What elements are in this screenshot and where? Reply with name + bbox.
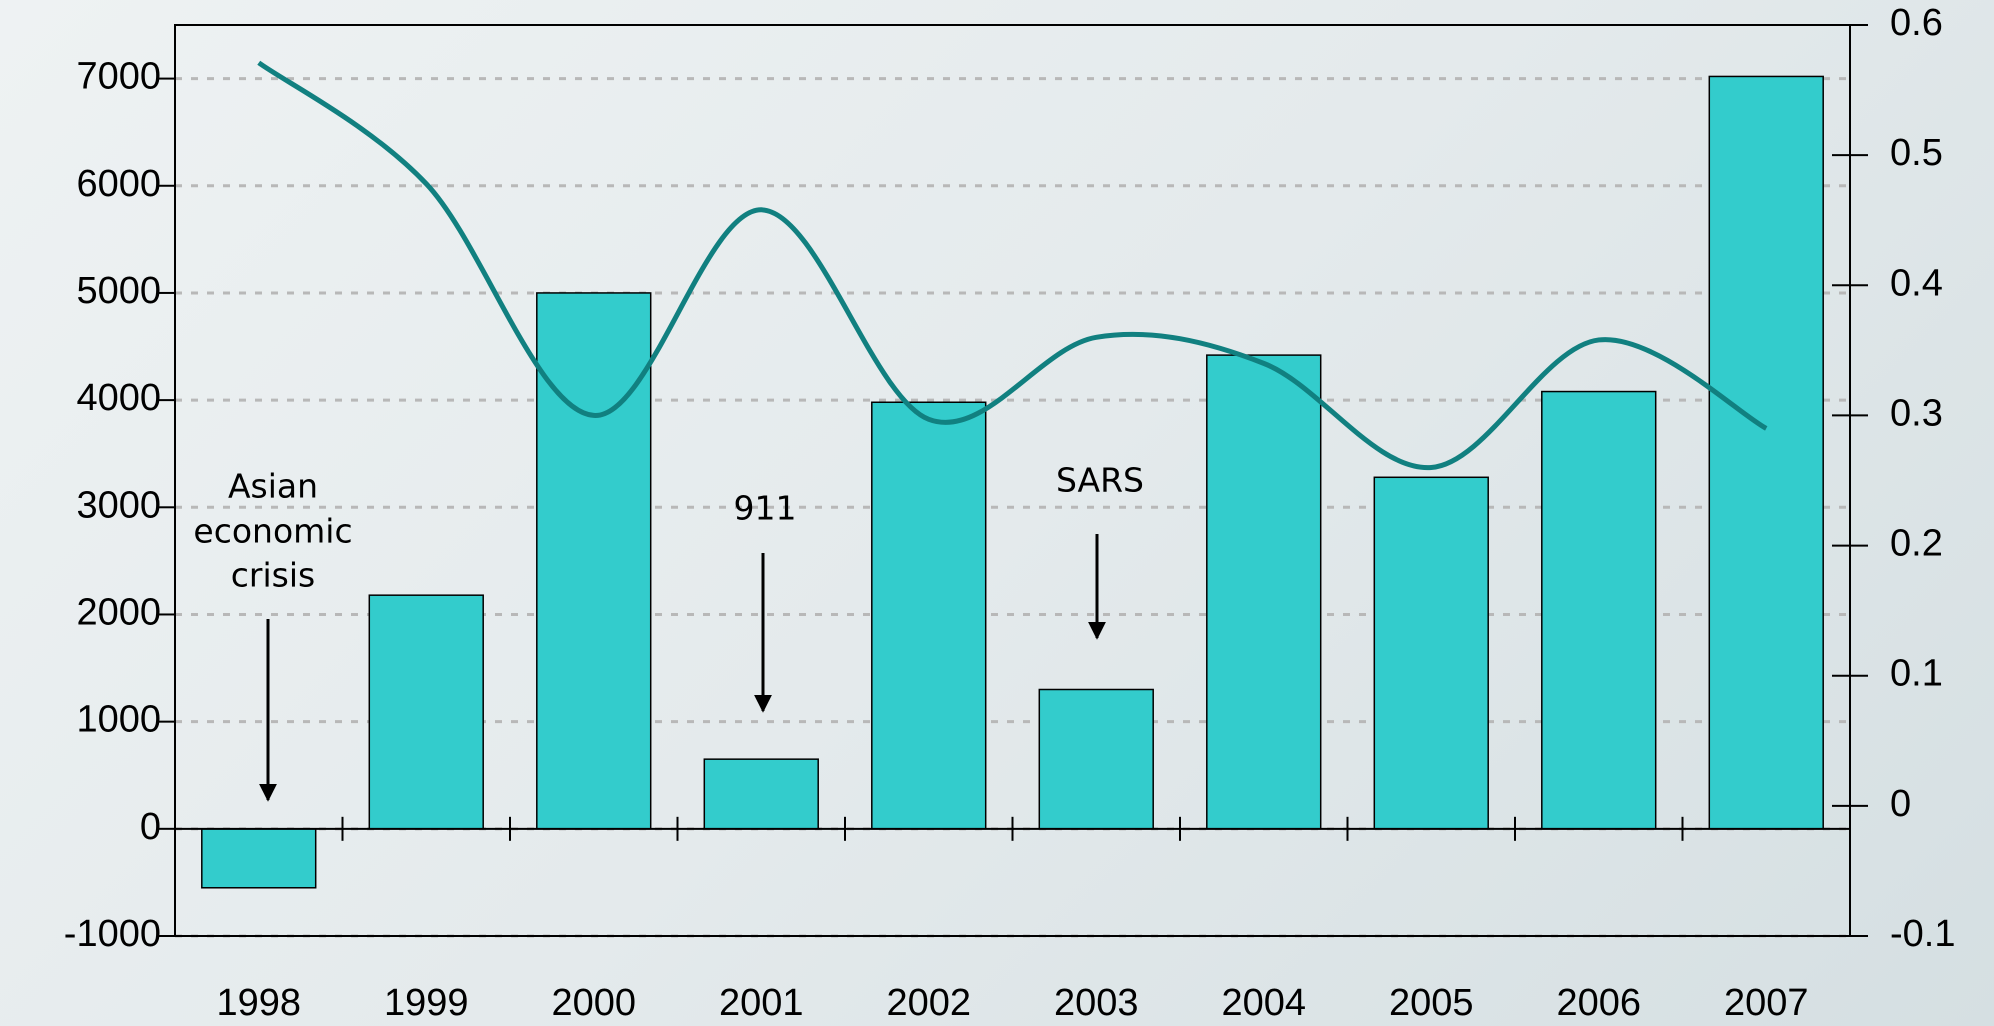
x-tick-label: 2004: [1221, 982, 1306, 1024]
bar: [703, 758, 819, 830]
y2-tick-label: 0.3: [1890, 392, 1943, 434]
bar: [1373, 476, 1489, 830]
y-tick-label: 0: [140, 806, 161, 848]
line: [257, 60, 1768, 470]
x-tick-label: 2003: [1054, 982, 1139, 1024]
y-tick-label: 5000: [76, 270, 161, 312]
bar: [536, 292, 652, 830]
y-tick-label: 3000: [76, 484, 161, 526]
annotation: SARS: [1056, 461, 1144, 500]
y-tick-label: 4000: [76, 377, 161, 419]
y-tick-label: 1000: [76, 699, 161, 741]
x-tick-label: 2007: [1724, 982, 1809, 1024]
x-tick-label: 2000: [551, 982, 636, 1024]
annotations: Asian economic crisis 911 SARS: [193, 461, 1144, 802]
x-tick-label: 2001: [719, 982, 804, 1024]
y2-tick-label: -0.1: [1890, 913, 1955, 955]
x-tick-label: 2005: [1389, 982, 1474, 1024]
bar: [1038, 688, 1154, 830]
bar: [1708, 75, 1824, 830]
x-tick-label: 1999: [384, 982, 469, 1024]
plot: -1000 0 1000 2000 3000 4000 5000 6000 7000 -0.1 0 0…: [64, 2, 1956, 1024]
annotation: Asian: [228, 467, 318, 506]
y-tick-label: 2000: [76, 592, 161, 634]
bar: [368, 594, 484, 830]
y2-tick-label: 0.1: [1890, 653, 1943, 695]
y-tick-label: 6000: [76, 163, 161, 205]
y2-tick-label: 0.4: [1890, 262, 1943, 304]
plot-frame: [174, 24, 1851, 937]
bar: [1206, 354, 1322, 830]
bar: [1541, 390, 1657, 830]
annotation: 911: [734, 489, 797, 528]
x-tick-label: 1998: [216, 982, 301, 1024]
annotation: economic: [193, 512, 352, 551]
y2-tick-label: 0.5: [1890, 132, 1943, 174]
bar: [871, 401, 987, 830]
y-tick-label: -1000: [64, 913, 161, 955]
bar: [201, 828, 317, 889]
y2-tick-label: 0: [1890, 783, 1911, 825]
annotation: crisis: [231, 556, 315, 595]
y2-tick-label: 0.6: [1890, 2, 1943, 44]
y-tick-label: 7000: [76, 56, 161, 98]
x-tick-label: 2002: [886, 982, 971, 1024]
y2-tick-label: 0.2: [1890, 523, 1943, 565]
x-tick-label: 2006: [1556, 982, 1641, 1024]
